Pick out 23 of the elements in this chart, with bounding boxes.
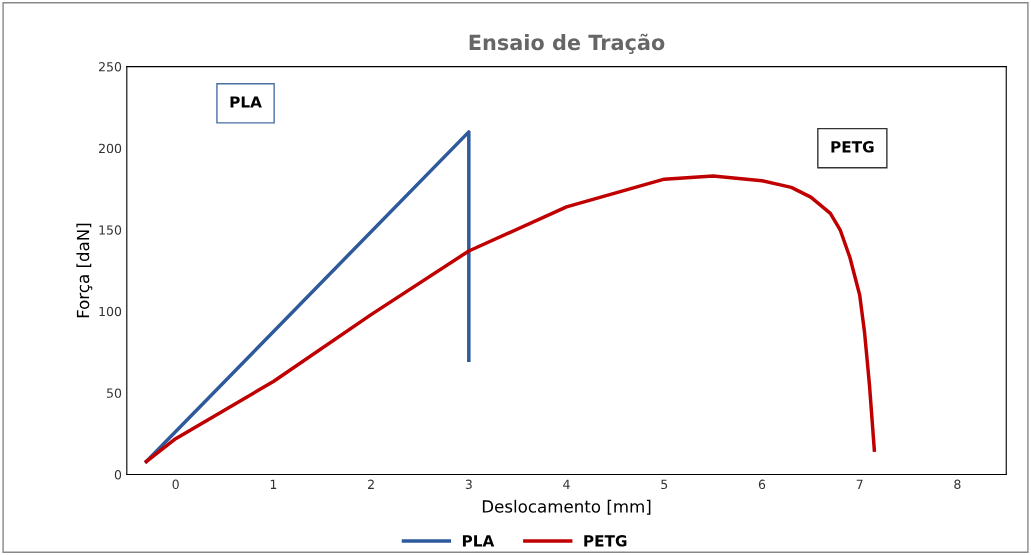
annotation: PLA [230,96,262,108]
x-tick-label: 8 [954,479,961,490]
y-tick-label: 0 [114,470,122,480]
x-tick-label: 4 [563,479,570,489]
x-tick-label: 7 [856,479,863,489]
x-tick-label: 3 [465,479,472,490]
y-tick-label: 100 [99,306,122,317]
y-tick-label: 150 [99,225,122,235]
annotation: PETG [831,141,874,153]
chart-title: Ensaio de Tração [469,33,665,55]
legend-label: PETG [584,535,627,547]
y-tick-label: 50 [107,388,122,398]
x-tick-label: 1 [270,479,277,489]
y-axis-title: Força [daN] [76,223,93,318]
x-tick-label: 5 [661,479,668,490]
x-tick-label: 2 [368,479,374,489]
x-tick-label: 0 [172,479,179,490]
x-tick-label: 6 [758,479,766,490]
legend-label: PLA [462,535,495,547]
y-tick-label: 200 [99,143,122,154]
x-axis-title: Deslocamento [mm] [482,499,651,515]
y-tick-label: 250 [99,62,122,72]
line-series [144,174,877,464]
